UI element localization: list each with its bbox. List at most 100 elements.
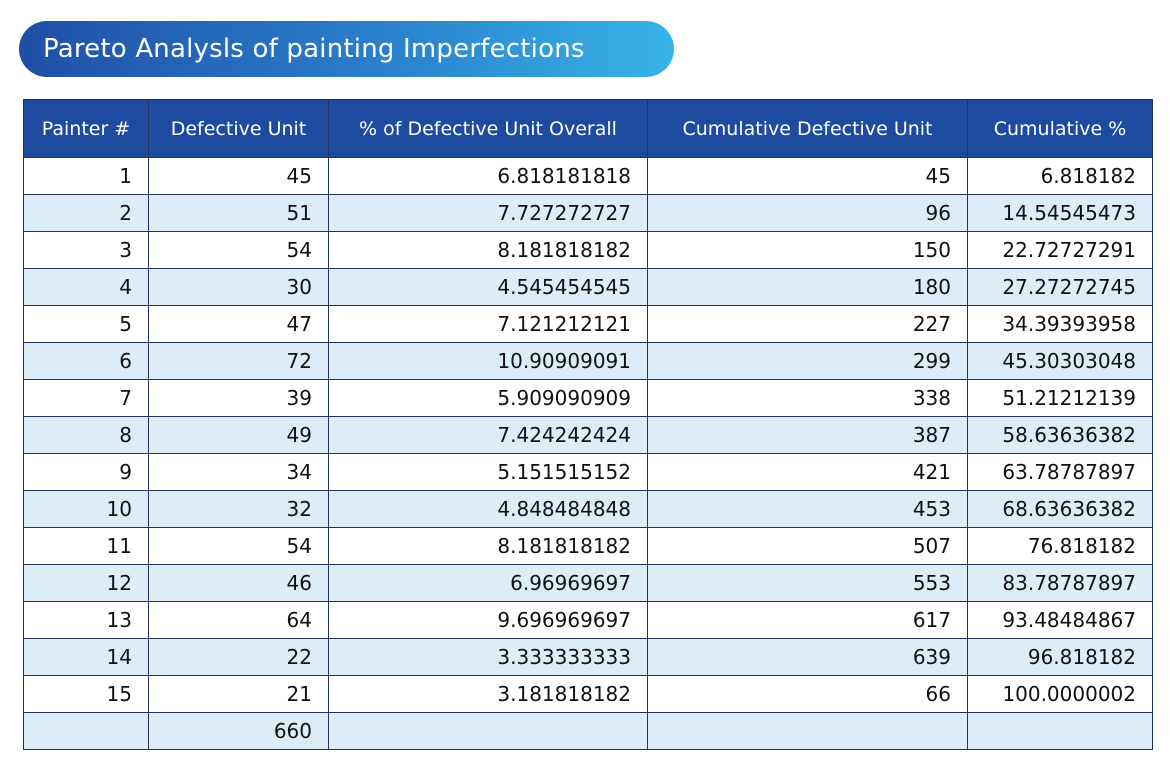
cell-cumulative-defective: 96: [647, 194, 968, 232]
page-title: Pareto Analysls of painting Imperfection…: [43, 34, 585, 64]
cell-painter: 13: [23, 601, 149, 639]
cell-cumulative-percent: 34.39393958: [967, 305, 1153, 343]
cell-cumulative-defective: 227: [647, 305, 968, 343]
cell-percent-overall: 3.333333333: [328, 638, 648, 676]
cell-cumulative-percent: 58.63636382: [967, 416, 1153, 454]
column-header-painter: Painter #: [23, 99, 149, 158]
cell-percent-overall: 5.151515152: [328, 453, 648, 491]
table-row: 11 54 8.181818182 507 76.818182: [23, 527, 1153, 565]
cell-cumulative-percent: 96.818182: [967, 638, 1153, 676]
cell-painter: 4: [23, 268, 149, 306]
total-empty-cell: [647, 712, 968, 750]
column-header-percent-overall: % of Defective Unit Overall: [328, 99, 648, 158]
table-row: 5 47 7.121212121 227 34.39393958: [23, 305, 1153, 343]
cell-cumulative-percent: 76.818182: [967, 527, 1153, 565]
cell-percent-overall: 4.848484848: [328, 490, 648, 528]
cell-cumulative-percent: 83.78787897: [967, 564, 1153, 602]
cell-percent-overall: 9.696969697: [328, 601, 648, 639]
cell-defective-unit: 30: [148, 268, 329, 306]
pareto-table: Painter # Defective Unit % of Defective …: [23, 99, 1153, 750]
table-row: 6 72 10.90909091 299 45.30303048: [23, 342, 1153, 380]
cell-painter: 3: [23, 231, 149, 269]
table-row: 7 39 5.909090909 338 51.21212139: [23, 379, 1153, 417]
table-row: 3 54 8.181818182 150 22.72727291: [23, 231, 1153, 269]
cell-defective-unit: 34: [148, 453, 329, 491]
column-header-cumulative-defective: Cumulative Defective Unit: [647, 99, 968, 158]
cell-painter: 12: [23, 564, 149, 602]
cell-percent-overall: 10.90909091: [328, 342, 648, 380]
table-row: 2 51 7.727272727 96 14.54545473: [23, 194, 1153, 232]
column-header-defective-unit: Defective Unit: [148, 99, 329, 158]
cell-defective-unit: 32: [148, 490, 329, 528]
cell-cumulative-defective: 299: [647, 342, 968, 380]
table-row: 12 46 6.96969697 553 83.78787897: [23, 564, 1153, 602]
cell-painter: 2: [23, 194, 149, 232]
cell-painter: 15: [23, 675, 149, 713]
cell-cumulative-percent: 45.30303048: [967, 342, 1153, 380]
cell-percent-overall: 8.181818182: [328, 231, 648, 269]
cell-defective-unit: 39: [148, 379, 329, 417]
cell-painter: 6: [23, 342, 149, 380]
cell-defective-unit: 49: [148, 416, 329, 454]
table-row: 1 45 6.818181818 45 6.818182: [23, 157, 1153, 195]
cell-cumulative-defective: 45: [647, 157, 968, 195]
header-row: Painter # Defective Unit % of Defective …: [23, 99, 1153, 158]
table-row: 15 21 3.181818182 66 100.0000002: [23, 675, 1153, 713]
table-row: 9 34 5.151515152 421 63.78787897: [23, 453, 1153, 491]
cell-cumulative-defective: 421: [647, 453, 968, 491]
cell-percent-overall: 5.909090909: [328, 379, 648, 417]
cell-percent-overall: 4.545454545: [328, 268, 648, 306]
cell-defective-unit: 54: [148, 231, 329, 269]
table-row: 10 32 4.848484848 453 68.63636382: [23, 490, 1153, 528]
cell-cumulative-defective: 453: [647, 490, 968, 528]
column-header-cumulative-percent: Cumulative %: [967, 99, 1153, 158]
cell-defective-unit: 22: [148, 638, 329, 676]
cell-cumulative-defective: 180: [647, 268, 968, 306]
table-row: 13 64 9.696969697 617 93.48484867: [23, 601, 1153, 639]
cell-defective-unit: 54: [148, 527, 329, 565]
cell-defective-unit: 47: [148, 305, 329, 343]
cell-cumulative-percent: 93.48484867: [967, 601, 1153, 639]
cell-cumulative-percent: 6.818182: [967, 157, 1153, 195]
cell-cumulative-percent: 68.63636382: [967, 490, 1153, 528]
cell-cumulative-defective: 617: [647, 601, 968, 639]
cell-painter: 14: [23, 638, 149, 676]
cell-cumulative-defective: 507: [647, 527, 968, 565]
table-row: 8 49 7.424242424 387 58.63636382: [23, 416, 1153, 454]
cell-percent-overall: 7.424242424: [328, 416, 648, 454]
cell-cumulative-percent: 22.72727291: [967, 231, 1153, 269]
table-row: 14 22 3.333333333 639 96.818182: [23, 638, 1153, 676]
table-row: 4 30 4.545454545 180 27.27272745: [23, 268, 1153, 306]
cell-cumulative-defective: 66: [647, 675, 968, 713]
cell-painter: 7: [23, 379, 149, 417]
cell-percent-overall: 8.181818182: [328, 527, 648, 565]
cell-cumulative-defective: 639: [647, 638, 968, 676]
total-defective-units: 660: [148, 712, 329, 750]
cell-painter: 1: [23, 157, 149, 195]
cell-defective-unit: 64: [148, 601, 329, 639]
cell-percent-overall: 6.96969697: [328, 564, 648, 602]
cell-percent-overall: 3.181818182: [328, 675, 648, 713]
cell-percent-overall: 6.818181818: [328, 157, 648, 195]
cell-defective-unit: 45: [148, 157, 329, 195]
cell-defective-unit: 72: [148, 342, 329, 380]
total-empty-cell: [23, 712, 149, 750]
cell-cumulative-percent: 63.78787897: [967, 453, 1153, 491]
cell-percent-overall: 7.727272727: [328, 194, 648, 232]
total-row: 660: [23, 712, 1153, 750]
cell-cumulative-defective: 387: [647, 416, 968, 454]
cell-cumulative-defective: 553: [647, 564, 968, 602]
cell-painter: 11: [23, 527, 149, 565]
cell-cumulative-defective: 150: [647, 231, 968, 269]
cell-cumulative-percent: 51.21212139: [967, 379, 1153, 417]
cell-cumulative-defective: 338: [647, 379, 968, 417]
title-banner: Pareto Analysls of painting Imperfection…: [19, 21, 674, 77]
cell-painter: 8: [23, 416, 149, 454]
cell-defective-unit: 51: [148, 194, 329, 232]
cell-painter: 10: [23, 490, 149, 528]
cell-cumulative-percent: 100.0000002: [967, 675, 1153, 713]
total-empty-cell: [328, 712, 648, 750]
cell-percent-overall: 7.121212121: [328, 305, 648, 343]
cell-defective-unit: 46: [148, 564, 329, 602]
cell-cumulative-percent: 27.27272745: [967, 268, 1153, 306]
